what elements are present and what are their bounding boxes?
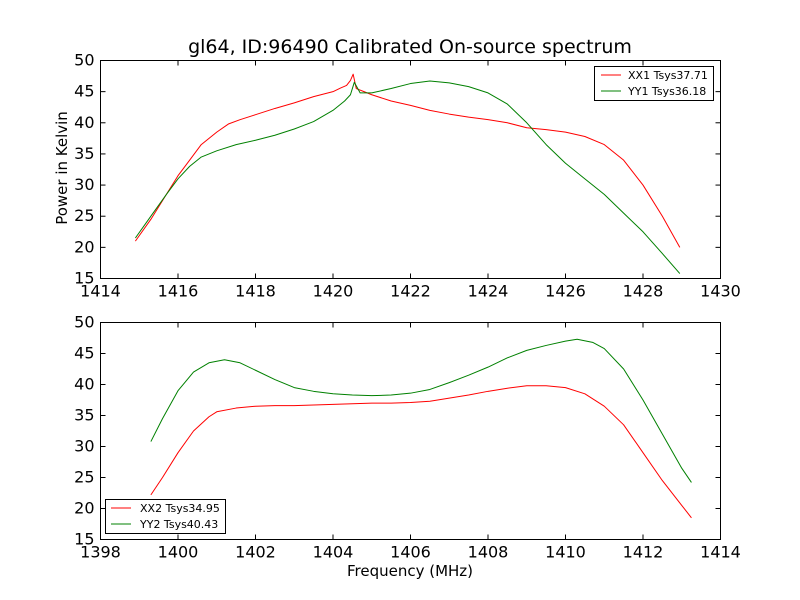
series-line-xx2 <box>150 385 692 519</box>
bottom-y-tick-label: 30 <box>74 437 94 456</box>
bottom-y-tick-label: 40 <box>74 375 94 394</box>
top-x-tick-label: 1420 <box>313 282 354 301</box>
top-y-tick-label: 30 <box>74 175 94 194</box>
bottom-x-tick-label: 1414 <box>700 543 741 562</box>
top-legend: XX1 Tsys37.71 YY1 Tsys36.18 <box>594 66 714 101</box>
chart-title: gl64, ID:96490 Calibrated On-source spec… <box>188 36 632 58</box>
series-line-yy2 <box>150 338 692 483</box>
bottom-x-tick-label: 1402 <box>235 543 276 562</box>
bottom-legend: XX2 Tsys34.95 YY2 Tsys40.43 <box>105 499 226 534</box>
bottom-x-tick-label: 1404 <box>313 543 354 562</box>
bottom-y-tick-label: 35 <box>74 406 94 425</box>
bottom-x-tick-label: 1410 <box>545 543 586 562</box>
top-x-tick-label: 1418 <box>235 282 276 301</box>
bottom-x-tick-label: 1398 <box>80 543 121 562</box>
top-y-tick-label: 45 <box>74 82 94 101</box>
top-x-tick-label: 1426 <box>545 282 586 301</box>
top-x-tick-label: 1430 <box>700 282 741 301</box>
legend-label-xx2: XX2 Tsys34.95 <box>140 502 220 515</box>
top-y-tick-label: 50 <box>74 51 94 70</box>
top-y-tick-label: 40 <box>74 113 94 132</box>
y-axis-label: Power in Kelvin <box>53 111 71 225</box>
x-axis-label: Frequency (MHz) <box>347 562 473 580</box>
bottom-x-tick-label: 1400 <box>158 543 199 562</box>
bottom-x-tick-label: 1408 <box>468 543 509 562</box>
series-line-xx1 <box>134 73 681 248</box>
top-y-tick-label: 25 <box>74 206 94 225</box>
top-y-tick-label: 35 <box>74 144 94 163</box>
bottom-x-tick-label: 1406 <box>390 543 431 562</box>
top-x-tick-label: 1414 <box>80 282 121 301</box>
top-plot-frame <box>100 60 721 279</box>
bottom-y-tick-label: 50 <box>74 313 94 332</box>
top-x-tick-label: 1416 <box>158 282 199 301</box>
bottom-y-tick-label: 15 <box>74 530 94 549</box>
bottom-x-tick-label: 1412 <box>623 543 664 562</box>
legend-label-xx1: XX1 Tsys37.71 <box>628 69 708 82</box>
top-y-tick-label: 15 <box>74 269 94 288</box>
series-line-yy1 <box>134 80 681 274</box>
bottom-y-tick-label: 45 <box>74 344 94 363</box>
top-x-tick-label: 1422 <box>390 282 431 301</box>
bottom-y-tick-label: 25 <box>74 468 94 487</box>
legend-label-yy1: YY1 Tsys36.18 <box>627 85 706 98</box>
top-y-tick-label: 20 <box>74 237 94 256</box>
top-x-tick-label: 1424 <box>468 282 509 301</box>
bottom-plot-frame <box>100 322 721 540</box>
top-x-tick-label: 1428 <box>623 282 664 301</box>
bottom-y-tick-label: 20 <box>74 499 94 518</box>
legend-label-yy2: YY2 Tsys40.43 <box>139 518 218 531</box>
